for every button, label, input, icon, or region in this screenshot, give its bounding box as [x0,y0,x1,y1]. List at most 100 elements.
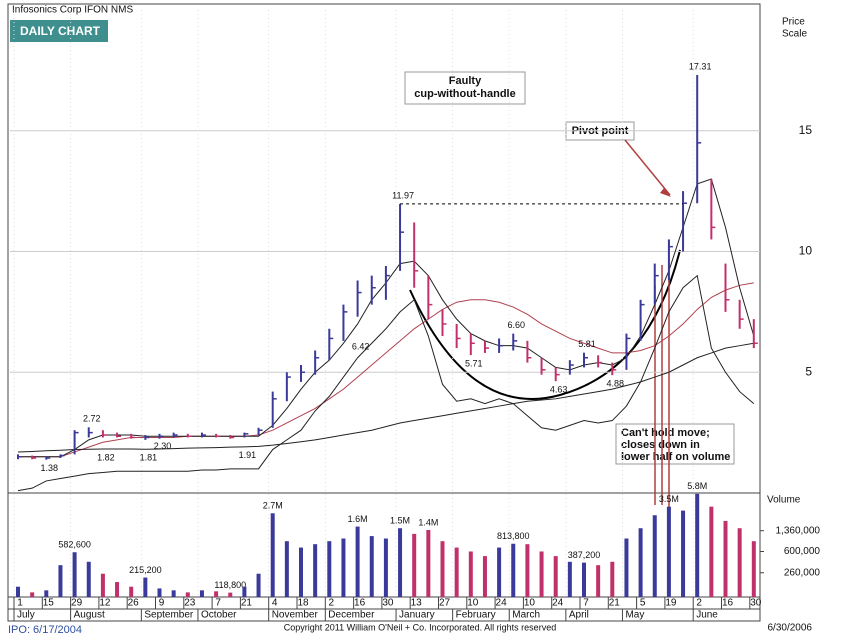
volume-bar [440,541,445,597]
price-label: 1.91 [239,450,257,460]
volume-label: 3.5M [659,494,679,504]
x-tick-label: 21 [241,598,253,609]
v-tick-label: 1,360,000 [776,525,821,536]
volume-bar [100,573,105,597]
volume-bar [737,528,742,597]
price-label: 17.31 [689,61,712,71]
price-label: 4.63 [550,385,568,395]
x-tick-label: 18 [297,598,309,609]
month-label: March [512,610,540,621]
annotation: Faulty [449,75,482,87]
chart-title: Infosonics Corp IFON NMS [12,5,133,16]
volume-bar [129,586,134,597]
y-tick-label: 10 [799,244,813,258]
volume-bar [369,536,374,597]
month-label: November [272,610,319,621]
volume-bar [86,561,91,597]
volume-bar [511,543,516,597]
line-series [18,282,754,458]
volume-bar [299,547,303,597]
volume-bar [398,528,403,597]
cup-curve [409,249,681,400]
y-axis-label: Scale [782,29,807,40]
x-tick-label: 23 [184,598,196,609]
month-label: October [201,610,237,621]
volume-bar [638,528,643,597]
volume-label: 387,200 [568,550,601,560]
annotation: Can't hold move; [621,427,710,439]
volume-bar [341,538,346,597]
annotation: closes down in [621,439,700,451]
x-tick-label: 5 [640,598,646,609]
volume-bar [666,506,671,597]
month-label: February [456,610,496,621]
volume-bar [143,577,148,597]
volume-bar [426,529,431,597]
volume-bar [539,551,544,597]
x-tick-label: 7 [215,598,221,609]
x-tick-label: 10 [467,598,479,609]
x-tick-label: 21 [609,598,621,609]
volume-bar [284,541,289,597]
x-tick-label: 13 [411,598,423,609]
x-tick-label: 19 [665,598,677,609]
footer-ipo: IPO: 6/17/2004 [8,624,82,636]
volume-bar [412,533,417,597]
volume-label: 118,800 [214,580,246,590]
volume-label: 1.6M [348,514,368,524]
volume-bar [681,510,686,597]
volume-bar [525,544,530,597]
x-tick-label: 27 [439,598,451,609]
x-tick-label: 16 [722,598,734,609]
volume-bar [482,556,487,597]
badge-text: DAILY CHART [20,24,101,38]
volume-bar [228,592,233,597]
volume-bar [199,590,204,597]
x-tick-label: 2 [696,598,702,609]
month-label: August [74,610,105,621]
volume-bar [567,561,572,597]
v-tick-label: 260,000 [784,567,821,578]
volume-bar [624,538,629,597]
volume-bar [256,573,261,597]
volume-bar [468,551,473,597]
volume-label: 5.8M [687,481,707,491]
volume-bar [610,561,615,597]
price-label: 1.38 [41,463,59,473]
price-label: 4.88 [607,379,625,389]
volume-bar [44,590,49,597]
volume-bar [16,586,20,597]
volume-bar [242,586,247,597]
x-tick-label: 29 [71,598,83,609]
x-tick-label: 26 [128,598,140,609]
x-tick-label: 15 [43,598,55,609]
line-series [17,274,755,492]
price-label: 6.42 [352,341,370,351]
volume-bar [185,592,190,597]
price-label: 5.71 [465,358,483,368]
annotation-box [404,71,526,105]
volume-bar [72,552,77,597]
x-tick-label: 12 [99,598,111,609]
month-label: June [696,610,718,621]
volume-bar [270,513,275,597]
volume-bar [695,493,700,597]
volume-label: 1.5M [390,516,410,526]
x-tick-label: 1 [17,598,23,609]
volume-bar [157,588,162,597]
volume-bar [751,541,756,597]
annotation: cup-without-handle [414,88,515,100]
y-axis-label: Price [782,17,805,28]
volume-bar [171,590,176,597]
footer-copyright: Copyright 2011 William O'Neil + Co. Inco… [284,622,556,632]
pivot-arrow [624,139,671,196]
price-label: 11.97 [392,190,414,200]
volume-bar [355,526,360,597]
x-tick-label: 16 [354,598,366,609]
volume-bar [497,547,502,597]
volume-bar [709,506,714,597]
annotation: lower half on volume [621,451,730,463]
volume-bar [582,562,586,597]
price-label: 1.81 [140,453,158,463]
